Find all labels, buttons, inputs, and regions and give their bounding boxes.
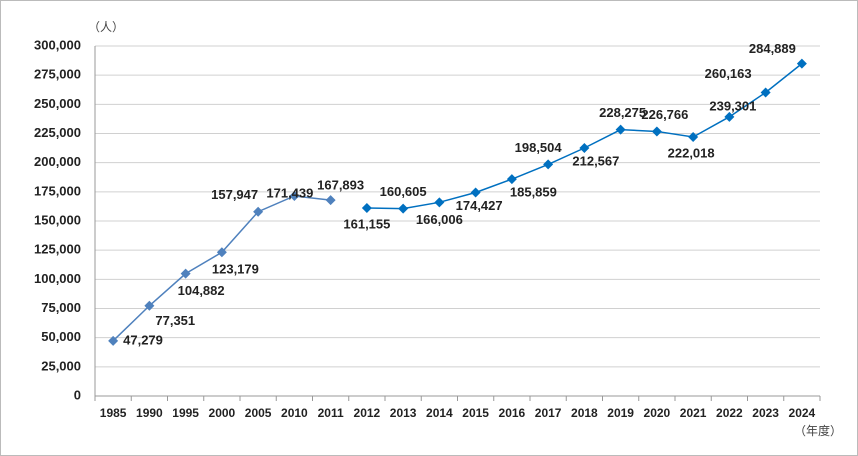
x-tick-label: 2018	[571, 406, 598, 420]
x-unit-label: （年度）	[794, 423, 842, 438]
data-label: 160,605	[380, 184, 427, 199]
marker	[543, 159, 554, 170]
x-tick-label: 2017	[535, 406, 562, 420]
x-tick-label: 2012	[354, 406, 381, 420]
marker	[651, 126, 662, 137]
y-tick-label: 225,000	[34, 125, 81, 140]
data-label: 123,179	[212, 262, 259, 277]
marker	[144, 300, 155, 311]
x-tick-label: 1995	[172, 406, 199, 420]
x-tick-label: 2021	[680, 406, 707, 420]
data-label: 185,859	[510, 185, 557, 200]
x-tick-label: 1990	[136, 406, 163, 420]
x-tick-label: 2014	[426, 406, 453, 420]
y-tick-label: 75,000	[41, 300, 81, 315]
data-label: 161,155	[343, 216, 390, 231]
data-label: 166,006	[416, 212, 463, 227]
y-tick-label: 250,000	[34, 96, 81, 111]
y-tick-label: 175,000	[34, 183, 81, 198]
y-tick-label: 200,000	[34, 154, 81, 169]
y-unit-label: （人）	[88, 20, 124, 34]
y-tick-label: 25,000	[41, 358, 81, 373]
marker	[361, 202, 372, 213]
data-label: 226,766	[641, 107, 688, 122]
x-tick-label: 2005	[245, 406, 272, 420]
data-label: 47,279	[123, 332, 163, 347]
x-tick-label: 2013	[390, 406, 417, 420]
data-label: 284,889	[749, 41, 796, 56]
y-tick-label: 0	[74, 387, 81, 402]
marker	[434, 197, 445, 208]
x-tick-label: 2022	[716, 406, 743, 420]
x-tick-label: 2016	[499, 406, 526, 420]
data-label: 260,163	[705, 66, 752, 81]
data-label: 239,301	[709, 98, 756, 113]
y-tick-label: 150,000	[34, 212, 81, 227]
marker	[724, 111, 735, 122]
marker	[180, 268, 191, 279]
marker	[253, 206, 264, 217]
data-label: 171,439	[266, 185, 313, 200]
data-label: 167,893	[317, 178, 364, 193]
marker	[688, 131, 699, 142]
data-label: 77,351	[155, 313, 195, 328]
x-tick-label: 2011	[318, 406, 344, 420]
data-label: 174,427	[456, 198, 503, 213]
marker	[398, 203, 409, 214]
marker	[216, 247, 227, 258]
y-tick-label: 300,000	[34, 37, 81, 52]
y-tick-label: 275,000	[34, 67, 81, 82]
data-label: 157,947	[211, 187, 258, 202]
marker	[579, 143, 590, 154]
marker	[108, 335, 119, 346]
marker	[289, 190, 300, 201]
data-label: 212,567	[572, 153, 619, 168]
x-tick-label: 2015	[462, 406, 489, 420]
x-tick-label: 2024	[789, 406, 816, 420]
marker	[796, 58, 807, 69]
data-label: 228,275	[599, 105, 646, 120]
data-label: 222,018	[668, 145, 715, 160]
y-tick-label: 125,000	[34, 242, 81, 257]
marker	[506, 174, 517, 185]
marker	[325, 195, 336, 206]
data-label: 104,882	[178, 283, 225, 298]
x-tick-label: 2020	[644, 406, 671, 420]
x-tick-label: 2000	[209, 406, 236, 420]
x-tick-label: 2010	[281, 406, 308, 420]
marker	[760, 87, 771, 98]
y-tick-label: 50,000	[41, 329, 81, 344]
marker	[470, 187, 481, 198]
y-tick-label: 100,000	[34, 271, 81, 286]
x-tick-label: 2019	[607, 406, 634, 420]
marker	[615, 124, 626, 135]
x-tick-label: 2023	[752, 406, 779, 420]
data-label: 198,504	[515, 140, 563, 155]
x-tick-label: 1985	[100, 406, 127, 420]
